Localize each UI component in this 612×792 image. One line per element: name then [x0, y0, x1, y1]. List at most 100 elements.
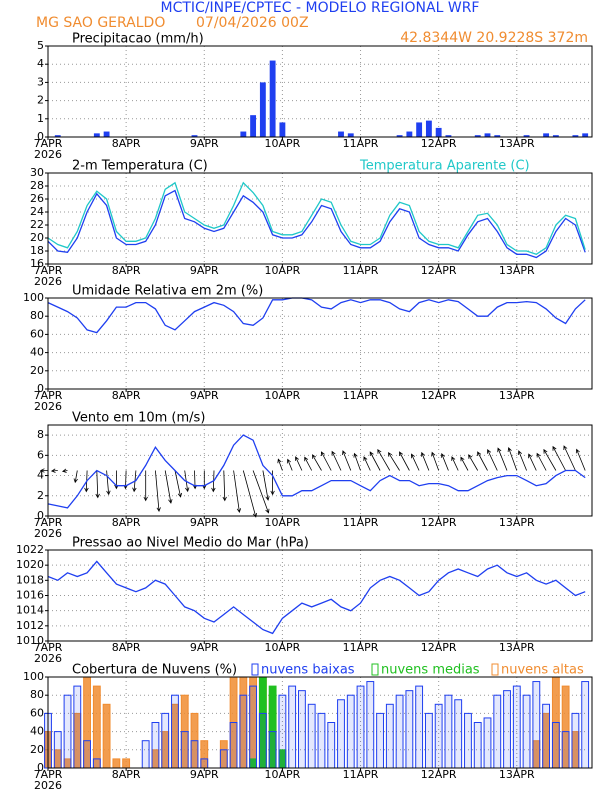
wind-arrow: [421, 451, 430, 471]
bar: [425, 120, 432, 137]
bar: [346, 694, 355, 769]
x-tick-label: 10APR: [264, 768, 300, 781]
bar: [53, 731, 62, 769]
wind-arrow: [342, 450, 352, 471]
x-tick-label: 12APR: [421, 137, 457, 150]
bar: [92, 758, 101, 769]
bar: [63, 694, 72, 769]
wind-arrow: [517, 450, 527, 471]
wind-arrow: [295, 456, 303, 471]
bar: [151, 722, 160, 769]
x-tick-label: 8APR: [112, 516, 141, 529]
bar: [445, 135, 452, 137]
bar: [582, 133, 589, 137]
wind-arrow: [440, 452, 449, 471]
bar: [229, 722, 238, 769]
wind-arrow: [106, 470, 111, 496]
x-tick-label: 7APR: [34, 516, 63, 529]
y-tick-label: 100: [23, 291, 44, 304]
x-tick-label: 9APR: [190, 389, 219, 402]
bar: [250, 115, 257, 137]
x-year-label: 2026: [34, 148, 62, 161]
x-tick-label: 8APR: [112, 264, 141, 277]
bar: [396, 135, 403, 137]
y-tick-label: 16: [30, 257, 44, 270]
bar: [532, 681, 541, 769]
legend-label: nuvens baixas: [261, 663, 355, 678]
y-tick-label: 22: [30, 218, 44, 231]
bar: [503, 690, 511, 769]
wind-arrow: [252, 470, 270, 514]
wind-arrow: [468, 454, 479, 471]
x-tick-label: 12APR: [421, 389, 457, 402]
series-line: [47, 181, 586, 256]
wind-arrow: [155, 470, 161, 512]
wind-arrow: [399, 451, 410, 471]
bar: [454, 699, 463, 769]
bar: [278, 694, 287, 769]
y-tick-label: 20: [30, 364, 44, 377]
bar: [512, 685, 521, 769]
x-tick-label: 13APR: [499, 641, 535, 654]
x-tick-label: 9APR: [190, 641, 219, 654]
x-tick-label: 11APR: [343, 768, 379, 781]
y-tick-label: 1016: [16, 589, 44, 602]
wind-arrow: [312, 454, 322, 471]
x-year-label: 2026: [34, 652, 62, 665]
wind-arrow: [363, 456, 371, 471]
x-year-label: 2026: [34, 275, 62, 288]
panel-title: Precipitacao (mm/h): [72, 32, 204, 47]
bar: [416, 122, 423, 137]
bar: [298, 690, 306, 769]
x-tick-label: 8APR: [112, 768, 141, 781]
bar: [376, 712, 384, 769]
bar: [83, 740, 91, 769]
x-tick-label: 10APR: [264, 389, 300, 402]
wind-arrow: [286, 458, 293, 471]
wind-arrow: [222, 470, 227, 502]
plot-frame: [47, 172, 593, 265]
y-tick-label: 1012: [16, 619, 44, 632]
bar: [347, 133, 354, 137]
y-tick-label: 26: [30, 192, 44, 205]
legend-swatch: [251, 663, 259, 676]
wind-arrow: [270, 470, 275, 496]
wind-arrow: [431, 451, 440, 471]
y-tick-label: 18: [30, 244, 44, 257]
wind-arrow: [487, 448, 498, 471]
x-tick-label: 12APR: [421, 516, 457, 529]
bar: [581, 681, 590, 769]
bar: [317, 712, 326, 769]
bar: [161, 712, 170, 769]
legend-swatch: [491, 663, 499, 676]
bar: [424, 712, 433, 769]
bar: [415, 685, 424, 769]
bar: [552, 135, 559, 137]
wind-arrow: [39, 468, 48, 473]
wind-arrow: [95, 470, 100, 499]
bar: [327, 722, 336, 769]
wind-arrow: [164, 470, 173, 504]
plot-frame: [47, 45, 593, 138]
bar: [493, 694, 502, 769]
bar: [542, 703, 551, 769]
wind-arrow: [242, 470, 257, 518]
bar: [191, 135, 198, 137]
bar: [54, 135, 61, 137]
wind-arrow: [353, 452, 361, 471]
legend-label: 2-m Temperatura (C): [72, 159, 208, 174]
series-line: [47, 189, 586, 259]
x-tick-label: 7APR: [34, 389, 63, 402]
wind-arrow: [73, 470, 78, 484]
bar: [219, 749, 228, 769]
plot-frame: [47, 297, 593, 390]
x-year-label: 2026: [34, 779, 62, 792]
panel-title: Pressao ao Nivel Medio do Mar (hPa): [72, 536, 309, 551]
y-tick-label: 20: [30, 231, 44, 244]
bar: [434, 703, 443, 769]
wind-arrow: [460, 456, 469, 471]
wind-arrow: [543, 448, 557, 471]
x-tick-label: 8APR: [112, 641, 141, 654]
y-tick-label: 80: [30, 309, 44, 322]
x-tick-label: 12APR: [421, 768, 457, 781]
